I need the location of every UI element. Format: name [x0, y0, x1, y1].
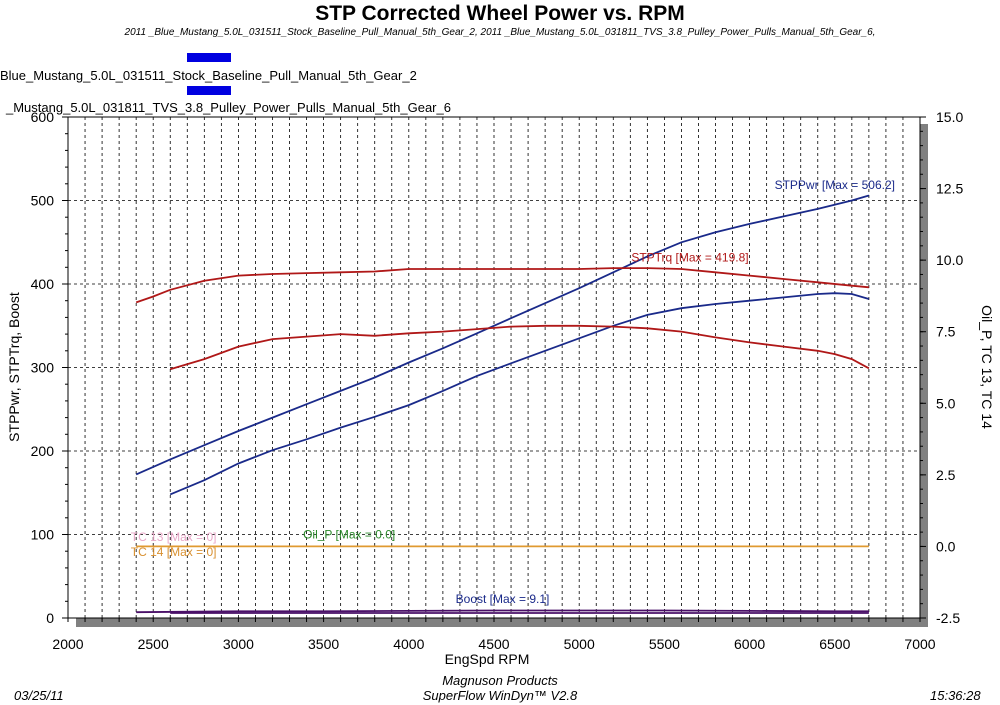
x-tick-label: 6000 — [734, 636, 765, 652]
annotation-label: TC 14 [Max = 0] — [131, 545, 217, 559]
x-tick-label: 5500 — [649, 636, 680, 652]
y2-tick-label: -2.5 — [936, 610, 960, 626]
y2-tick-label: 0.0 — [936, 538, 956, 554]
footer-date: 03/25/11 — [14, 688, 64, 703]
annotation-label: Boost [Max = 9.1] — [456, 592, 550, 606]
y2-axis-label: Oil_P, TC 13, TC 14 — [979, 305, 995, 429]
y-tick-label: 300 — [31, 360, 55, 376]
x-tick-label: 7000 — [904, 636, 935, 652]
series-line — [135, 267, 869, 304]
y2-tick-label: 10.0 — [936, 252, 963, 268]
y2-tick-label: 7.5 — [936, 324, 956, 340]
legend-label-run2: _Mustang_5.0L_031811_TVS_3.8_Pulley_Powe… — [6, 100, 451, 115]
y-axis-label: STPPwr, STPTrq, Boost — [6, 292, 22, 442]
annotations: STPPwr [Max = 506.2] STPTrq [Max = 419.8]… — [131, 178, 895, 606]
x-tick-label: 3500 — [308, 636, 339, 652]
x-tick-label: 6500 — [819, 636, 850, 652]
y-tick-label: 0 — [46, 610, 54, 626]
annotation-label: STPPwr [Max = 506.2] — [775, 178, 895, 192]
chart-title: STP Corrected Wheel Power vs. RPM — [315, 2, 685, 25]
y-tick-label: 600 — [31, 109, 55, 125]
x-tick-label: 2000 — [52, 636, 83, 652]
y2-tick-label: 12.5 — [936, 181, 963, 197]
chart-subtitle: 2011 _Blue_Mustang_5.0L_031511_Stock_Bas… — [124, 27, 876, 38]
x-tick-label: 4000 — [393, 636, 424, 652]
gridlines — [68, 117, 920, 618]
y2-tick-label: 15.0 — [936, 109, 963, 125]
footer-company: Magnuson Products — [442, 673, 558, 688]
y2-tick-label: 2.5 — [936, 467, 956, 483]
y-tick-label: 500 — [31, 193, 55, 209]
series-lines — [135, 194, 870, 614]
series-line — [169, 324, 870, 371]
annotation-label: TC 13 [Max = 0] — [131, 530, 217, 544]
series-line — [136, 609, 869, 614]
y-tick-label: 100 — [31, 527, 55, 543]
footer-software: SuperFlow WinDyn™ V2.8 — [422, 688, 578, 703]
legend-swatch-run2 — [187, 86, 231, 95]
y2-tick-label: 5.0 — [936, 395, 956, 411]
series-line — [135, 194, 870, 476]
series-line — [169, 292, 870, 496]
x-tick-label: 2500 — [138, 636, 169, 652]
annotation-label: STPTrq [Max = 419.8] — [631, 250, 748, 264]
axis-ticks: 2000 2500 3000 3500 4000 4500 5000 5500 6000 6500… — [31, 109, 964, 652]
x-tick-label: 4500 — [478, 636, 509, 652]
x-tick-label: 3000 — [223, 636, 254, 652]
y-tick-label: 400 — [31, 276, 55, 292]
footer-time: 15:36:28 — [930, 688, 981, 703]
x-axis-label: EngSpd RPM — [445, 651, 530, 667]
legend-swatch-run1 — [187, 53, 231, 62]
y-tick-label: 200 — [31, 443, 55, 459]
annotation-label: Oil_P [Max = 0.0] — [303, 528, 395, 542]
x-tick-label: 5000 — [564, 636, 595, 652]
legend-label-run1: Blue_Mustang_5.0L_031511_Stock_Baseline_… — [0, 68, 417, 83]
